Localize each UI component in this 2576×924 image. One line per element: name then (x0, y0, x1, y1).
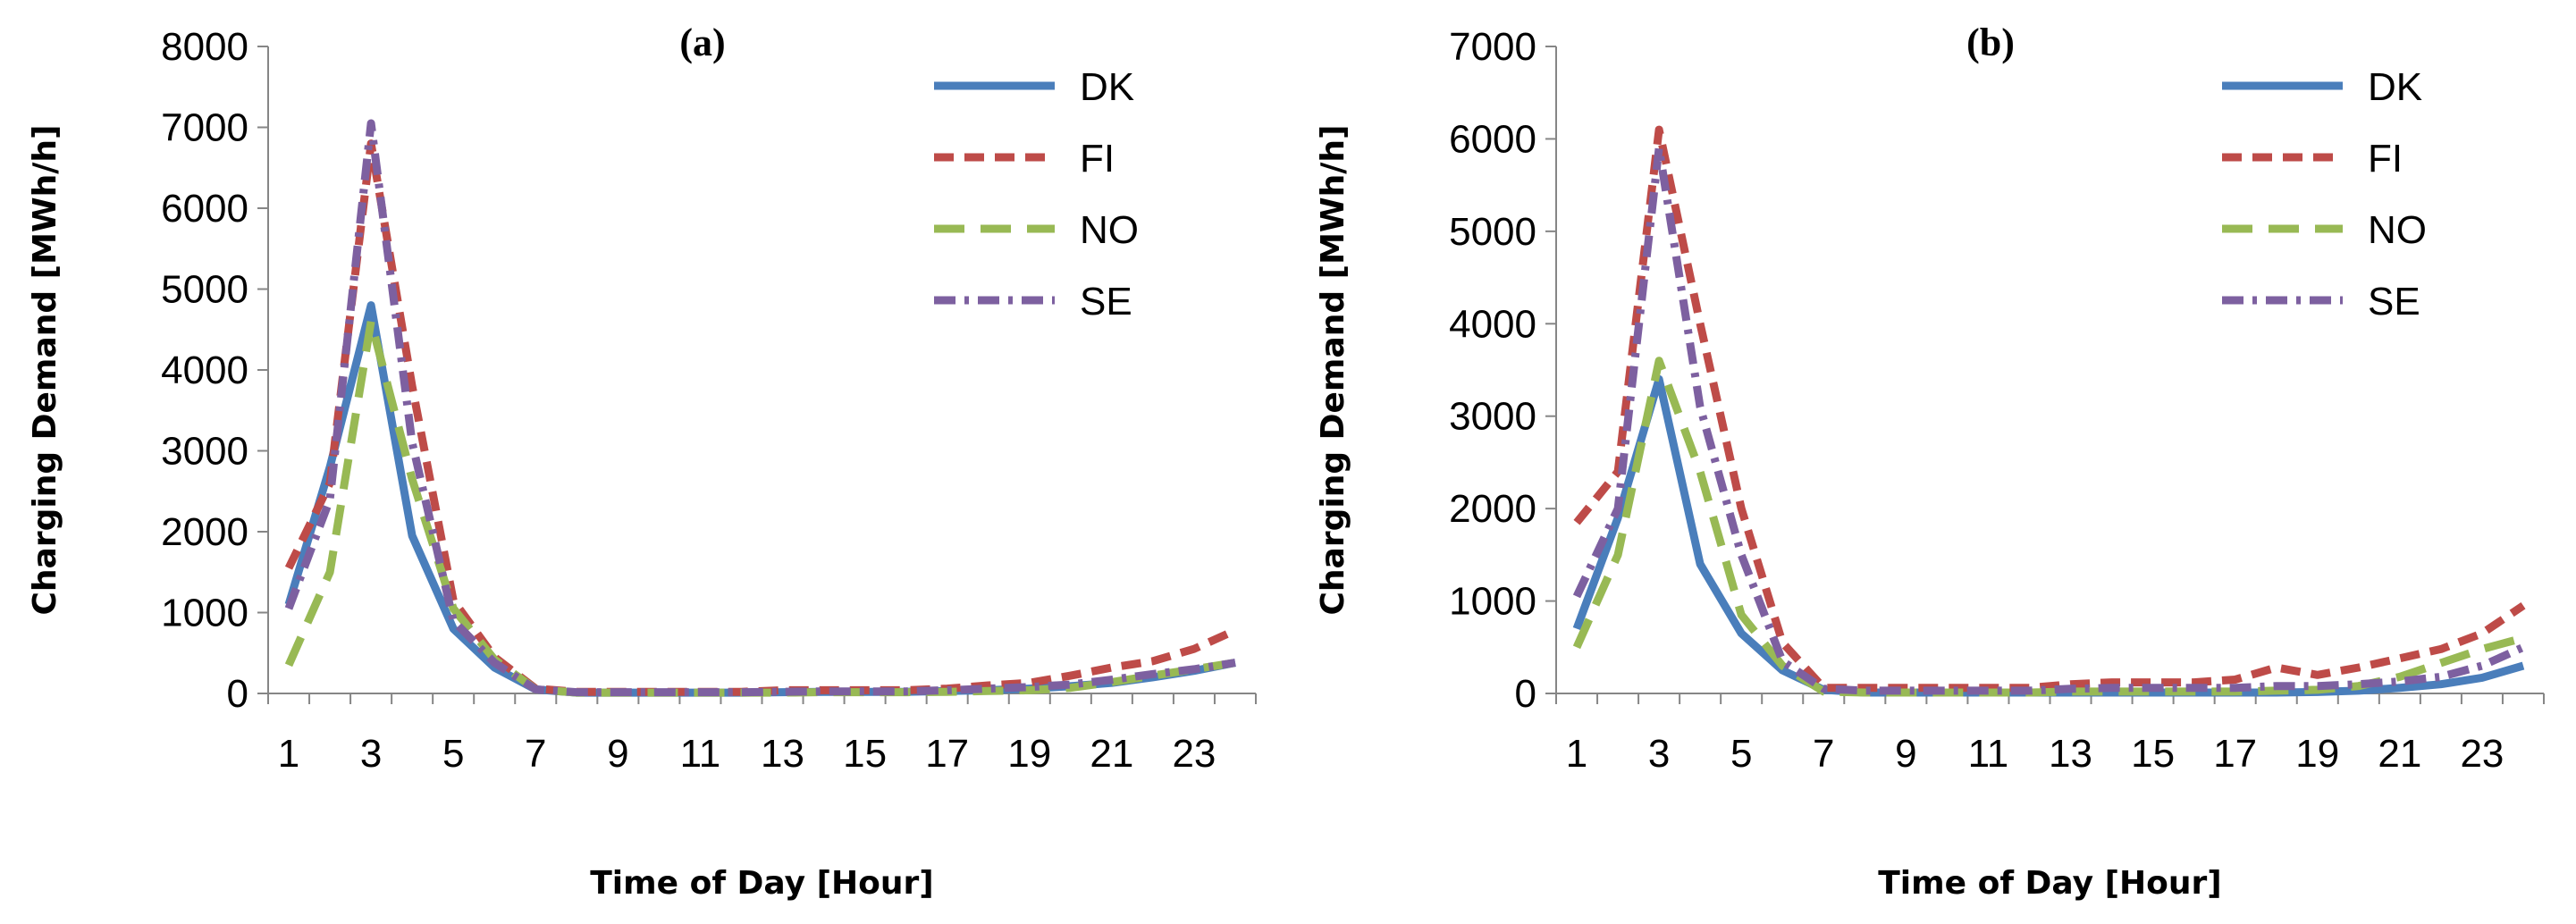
y-tick-label: 2000 (1449, 487, 1536, 531)
x-tick-label: 9 (1895, 732, 1916, 776)
legend-label: NO (2368, 208, 2427, 252)
series-line-se (1572, 144, 2525, 695)
series-line-no (1572, 357, 2525, 697)
legend-label: SE (1080, 280, 1132, 323)
y-tick-label: 3000 (1449, 395, 1536, 439)
legend-entry-se: SE (2222, 280, 2420, 323)
x-tick-label: 19 (1007, 732, 1051, 776)
x-tick-label: 21 (2378, 732, 2421, 776)
x-tick-label: 21 (1090, 732, 1133, 776)
legend-label: FI (1080, 137, 1115, 181)
x-tick-label: 11 (1968, 732, 2009, 776)
x-tick-label: 13 (2049, 732, 2092, 776)
x-tick-label: 5 (1730, 732, 1752, 776)
legend-entry-dk: DK (2222, 65, 2422, 109)
y-tick-label: 4000 (1449, 302, 1536, 346)
x-tick-label: 23 (1172, 732, 1216, 776)
series-line-se (284, 119, 1236, 697)
x-tick-label: 23 (2460, 732, 2504, 776)
legend-label: SE (2368, 280, 2420, 323)
y-tick-label: 8000 (161, 25, 248, 69)
x-tick-label: 7 (525, 732, 546, 776)
y-tick-label: 1000 (1449, 580, 1536, 624)
y-tick-label: 5000 (1449, 210, 1536, 254)
x-tick-label: 17 (925, 732, 969, 776)
y-tick-label: 0 (1515, 672, 1536, 716)
x-tick-label: 1 (278, 732, 299, 776)
y-tick-label: 1000 (161, 592, 248, 635)
x-tick-label: 9 (607, 732, 628, 776)
legend-entry-fi: FI (2222, 137, 2403, 181)
legend-label: DK (2368, 65, 2422, 109)
chart-title: (b) (1966, 21, 2015, 64)
chart-title: (a) (679, 21, 725, 64)
y-tick-label: 5000 (161, 268, 248, 312)
legend-entry-no: NO (2222, 208, 2427, 252)
x-axis-title: Time of Day [Hour] (1878, 865, 2222, 902)
legend-label: NO (1080, 208, 1139, 252)
x-tick-label: 5 (442, 732, 464, 776)
x-tick-label: 3 (1648, 732, 1670, 776)
series-line-fi (1573, 125, 2526, 693)
y-tick-label: 6000 (1449, 117, 1536, 161)
y-tick-label: 7000 (161, 106, 248, 150)
x-axis-title: Time of Day [Hour] (590, 865, 934, 902)
x-tick-label: 7 (1813, 732, 1834, 776)
y-tick-label: 0 (227, 672, 248, 716)
x-tick-label: 11 (680, 732, 721, 776)
chart-panel-b: 0 1000 2000 3000 4000 5000 6000 7000 1 3 5 7 9 11 13 15… (1288, 0, 2576, 924)
legend-entry-no: NO (934, 208, 1139, 252)
y-tick-label: 3000 (161, 430, 248, 474)
y-axis-title: Charging Demand [MWh/h] (1315, 124, 1351, 615)
legend-entry-dk: DK (934, 65, 1134, 109)
legend-label: FI (2368, 137, 2403, 181)
y-tick-label: 7000 (1449, 25, 1536, 69)
y-tick-label: 2000 (161, 510, 248, 554)
y-tick-label: 6000 (161, 187, 248, 231)
x-tick-label: 15 (2131, 732, 2175, 776)
x-tick-label: 1 (1566, 732, 1587, 776)
x-tick-label: 3 (360, 732, 382, 776)
legend-label: DK (1080, 65, 1134, 109)
legend-entry-se: SE (934, 280, 1132, 323)
y-axis-title: Charging Demand [MWh/h] (27, 124, 63, 615)
x-tick-label: 19 (2295, 732, 2339, 776)
x-tick-label: 13 (761, 732, 804, 776)
legend-entry-fi: FI (934, 137, 1115, 181)
x-tick-label: 17 (2213, 732, 2257, 776)
x-tick-label: 15 (843, 732, 887, 776)
chart-panel-a: 0 1000 2000 3000 4000 5000 6000 7000 8000 1 3 5 7 9 11… (27, 21, 1257, 902)
y-tick-label: 4000 (161, 349, 248, 392)
